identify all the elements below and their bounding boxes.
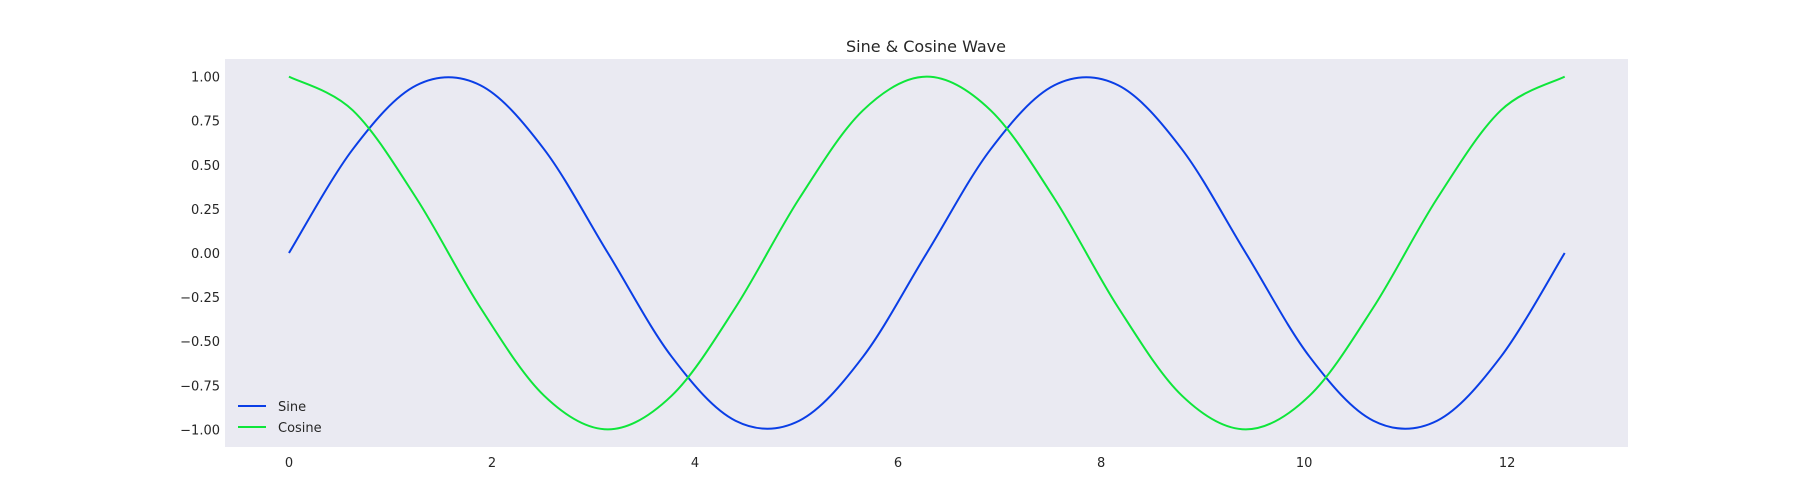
chart-title: Sine & Cosine Wave <box>846 37 1006 56</box>
series-layer <box>288 75 1566 431</box>
y-tick-label: 0.50 <box>191 159 220 174</box>
legend-label-sine: Sine <box>278 400 306 415</box>
y-tick-label: 0.25 <box>191 203 220 218</box>
x-tick-label: 8 <box>1097 456 1105 471</box>
legend: Sine Cosine <box>238 400 322 436</box>
y-tick-label: −0.50 <box>180 335 220 350</box>
x-tick-label: 2 <box>488 456 496 471</box>
x-tick-label: 4 <box>691 456 699 471</box>
x-tick-label: 12 <box>1499 456 1516 471</box>
y-tick-label: −1.00 <box>180 423 220 438</box>
y-axis-ticks: 1.00 0.75 0.50 0.25 0.00 −0.25 −0.50 −0.75 −1.00 <box>180 71 220 439</box>
x-tick-label: 6 <box>894 456 902 471</box>
x-tick-label: 0 <box>285 456 293 471</box>
y-tick-label: 0.00 <box>191 247 220 262</box>
legend-label-cosine: Cosine <box>278 421 322 436</box>
series-line-sine <box>288 76 1566 430</box>
y-tick-label: 1.00 <box>191 71 220 86</box>
x-axis-ticks: 0 2 4 6 8 10 12 <box>285 456 1516 471</box>
series-line-cosine <box>288 75 1566 431</box>
x-tick-label: 10 <box>1296 456 1313 471</box>
y-tick-label: 0.75 <box>191 115 220 130</box>
y-tick-label: −0.75 <box>180 379 220 394</box>
y-tick-label: −0.25 <box>180 291 220 306</box>
